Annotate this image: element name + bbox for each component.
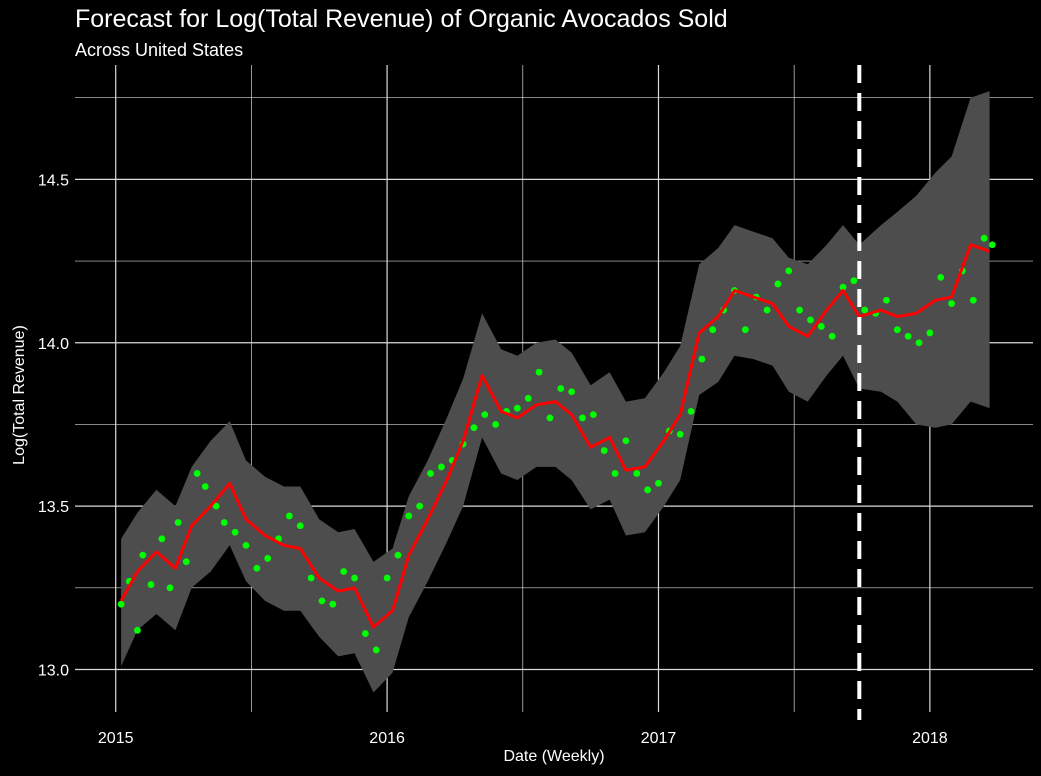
actual-point	[980, 234, 988, 242]
actual-point	[307, 574, 315, 582]
actual-point	[817, 323, 825, 330]
actual-point	[948, 300, 955, 307]
actual-point	[600, 447, 608, 454]
actual-point	[622, 437, 630, 445]
actual-point	[166, 584, 174, 592]
actual-point	[318, 597, 326, 605]
x-axis-label: Date (Weekly)	[503, 748, 605, 765]
actual-point	[481, 411, 489, 419]
actual-point	[158, 535, 166, 543]
actual-point	[492, 421, 500, 428]
y-tick-label: 14.0	[38, 336, 69, 353]
actual-point	[883, 296, 890, 304]
actual-point	[774, 280, 782, 288]
y-tick-label: 13.0	[38, 663, 69, 680]
actual-point	[687, 407, 695, 415]
actual-point	[231, 528, 239, 536]
actual-point	[437, 463, 445, 471]
actual-point	[796, 306, 804, 314]
actual-point	[709, 326, 717, 334]
y-tick-label: 14.5	[38, 172, 69, 189]
actual-point	[524, 394, 532, 402]
actual-point	[470, 424, 478, 432]
actual-point	[535, 368, 543, 376]
actual-point	[351, 574, 358, 582]
actual-point	[589, 411, 597, 419]
actual-point	[220, 519, 228, 526]
actual-point	[361, 630, 369, 637]
y-tick-label: 13.5	[38, 499, 69, 516]
y-axis-label: Log(Total Revenue)	[11, 325, 28, 465]
confidence-band	[121, 91, 990, 693]
actual-point	[557, 385, 565, 392]
actual-point	[828, 332, 836, 340]
actual-point	[893, 326, 901, 334]
actual-point	[839, 283, 847, 291]
chart-title: Forecast for Log(Total Revenue) of Organ…	[75, 5, 728, 33]
actual-point	[201, 483, 209, 490]
actual-point	[579, 414, 586, 422]
x-tick-label: 2016	[369, 730, 405, 747]
actual-point	[513, 404, 521, 412]
forecast-line	[119, 243, 991, 629]
actual-point	[850, 277, 858, 285]
actual-point	[698, 355, 706, 363]
x-axis-ticks: 2015 2016 2017 2018	[98, 730, 948, 747]
actual-point	[427, 470, 434, 477]
x-tick-label: 2017	[641, 730, 677, 747]
actual-point	[253, 564, 261, 572]
actual-point	[763, 306, 771, 314]
actual-point	[405, 512, 413, 520]
actual-point	[741, 326, 749, 334]
actual-point	[182, 558, 190, 566]
actual-point	[568, 388, 576, 396]
actual-point	[926, 329, 934, 337]
actual-point	[193, 470, 201, 477]
x-tick-label: 2015	[98, 730, 134, 747]
actual-point	[969, 296, 977, 304]
actual-point	[147, 581, 155, 588]
actual-point	[117, 600, 125, 608]
actual-point	[340, 568, 348, 575]
actual-point	[676, 430, 684, 438]
actual-point	[785, 267, 793, 275]
actual-point	[807, 316, 814, 324]
actual-point	[937, 273, 945, 281]
y-axis-ticks: 13.0 13.5 14.0 14.5	[38, 172, 69, 679]
actual-point	[655, 479, 662, 487]
actual-point	[134, 626, 141, 634]
actual-point	[915, 339, 923, 347]
actual-point	[139, 551, 147, 559]
actual-point	[372, 646, 380, 654]
actual-point	[861, 306, 869, 314]
chart-subtitle: Across United States	[75, 40, 244, 60]
actual-point	[546, 414, 554, 422]
actual-point	[329, 600, 337, 608]
actual-point	[174, 519, 182, 526]
actual-point	[212, 502, 220, 510]
actual-point	[394, 551, 402, 559]
actual-point	[633, 470, 641, 477]
actual-point	[416, 502, 424, 510]
actual-point	[611, 470, 619, 477]
actual-point	[264, 555, 272, 562]
actual-point	[904, 332, 912, 340]
actual-point	[285, 512, 293, 520]
actual-point	[296, 522, 304, 530]
actual-point	[644, 486, 652, 494]
actual-point	[383, 574, 391, 582]
actual-point	[242, 541, 250, 549]
actual-point	[988, 241, 996, 249]
x-tick-label: 2018	[912, 730, 948, 747]
